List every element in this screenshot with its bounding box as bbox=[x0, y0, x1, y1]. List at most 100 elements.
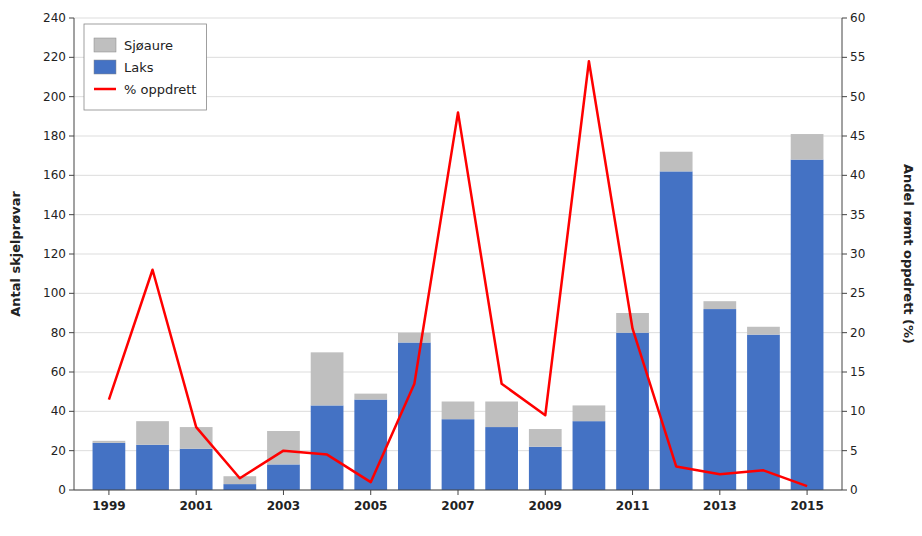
bar bbox=[485, 427, 518, 490]
bar bbox=[398, 333, 431, 343]
y2-tick bbox=[842, 332, 847, 333]
bar bbox=[660, 152, 693, 172]
legend-label: % oppdrett bbox=[124, 82, 196, 97]
y-tick bbox=[69, 490, 74, 491]
grid-line bbox=[74, 214, 842, 215]
x-tick bbox=[632, 490, 633, 495]
y2-tick-label: 60 bbox=[850, 11, 865, 25]
y-tick-label: 100 bbox=[43, 286, 66, 300]
y-tick-label: 0 bbox=[58, 483, 66, 497]
y-tick bbox=[69, 372, 74, 373]
y2-tick-label: 45 bbox=[850, 129, 865, 143]
bar bbox=[442, 419, 475, 490]
bar bbox=[529, 429, 562, 447]
grid-line bbox=[74, 175, 842, 176]
y2-tick bbox=[842, 411, 847, 412]
bar bbox=[311, 352, 344, 405]
y-tick-label: 60 bbox=[51, 365, 66, 379]
y2-tick-label: 5 bbox=[850, 444, 858, 458]
y-tick bbox=[69, 96, 74, 97]
legend-frame bbox=[84, 24, 206, 110]
bar bbox=[354, 400, 387, 490]
marks bbox=[93, 61, 824, 490]
x-tick-label: 2013 bbox=[703, 499, 736, 513]
grid-line bbox=[74, 18, 842, 19]
bar bbox=[398, 343, 431, 491]
y-tick bbox=[69, 411, 74, 412]
y2-tick bbox=[842, 57, 847, 58]
bar bbox=[223, 484, 256, 490]
y2-tick-label: 30 bbox=[850, 247, 865, 261]
bar bbox=[660, 171, 693, 490]
bar bbox=[442, 402, 475, 420]
x-tick-label: 2005 bbox=[354, 499, 387, 513]
legend-swatch bbox=[94, 88, 116, 91]
bar bbox=[791, 134, 824, 160]
bar bbox=[267, 431, 300, 464]
y-tick bbox=[69, 214, 74, 215]
y2-tick bbox=[842, 96, 847, 97]
bar bbox=[311, 405, 344, 490]
y2-tick bbox=[842, 18, 847, 19]
bar bbox=[93, 441, 126, 443]
y-tick bbox=[69, 450, 74, 451]
x-tick bbox=[196, 490, 197, 495]
y-tick-label: 240 bbox=[43, 11, 66, 25]
y-tick bbox=[69, 254, 74, 255]
y2-tick-label: 35 bbox=[850, 208, 865, 222]
bar bbox=[180, 449, 213, 490]
x-tick bbox=[719, 490, 720, 495]
y2-tick-label: 15 bbox=[850, 365, 865, 379]
y-tick bbox=[69, 332, 74, 333]
y-tick bbox=[69, 175, 74, 176]
legend-label: Laks bbox=[124, 60, 154, 75]
y2-tick bbox=[842, 136, 847, 137]
y2-tick bbox=[842, 254, 847, 255]
bar bbox=[703, 309, 736, 490]
grid bbox=[74, 18, 842, 490]
bar bbox=[354, 394, 387, 400]
y2-tick-label: 20 bbox=[850, 326, 865, 340]
y-tick-label: 140 bbox=[43, 208, 66, 222]
x-tick bbox=[370, 490, 371, 495]
x-tick bbox=[283, 490, 284, 495]
y-tick-label: 180 bbox=[43, 129, 66, 143]
y2-tick-label: 50 bbox=[850, 90, 865, 104]
y-axis-label: Antal skjelprøvar bbox=[8, 191, 23, 317]
x-tick-label: 1999 bbox=[92, 499, 125, 513]
y-tick-label: 160 bbox=[43, 168, 66, 182]
legend-swatch bbox=[94, 60, 116, 74]
x-tick-label: 2009 bbox=[529, 499, 562, 513]
y2-tick bbox=[842, 372, 847, 373]
legend-label: Sjøaure bbox=[124, 38, 173, 53]
bar bbox=[791, 160, 824, 490]
bar bbox=[747, 335, 780, 490]
grid-line bbox=[74, 293, 842, 294]
x-tick bbox=[458, 490, 459, 495]
y-tick-label: 120 bbox=[43, 247, 66, 261]
bar bbox=[573, 421, 606, 490]
legend: Sjøaure Laks % oppdrett bbox=[84, 24, 206, 110]
chart: 1999200120032005200720092011201320150204… bbox=[0, 0, 922, 536]
bar bbox=[267, 464, 300, 490]
y-tick-label: 40 bbox=[51, 404, 66, 418]
y2-tick bbox=[842, 490, 847, 491]
x-tick-label: 2007 bbox=[441, 499, 474, 513]
y2-tick bbox=[842, 293, 847, 294]
x-tick bbox=[807, 490, 808, 495]
x-tick-label: 2015 bbox=[790, 499, 823, 513]
y2-tick bbox=[842, 450, 847, 451]
x-tick bbox=[545, 490, 546, 495]
bar bbox=[485, 402, 518, 428]
bar bbox=[616, 333, 649, 490]
line bbox=[109, 61, 807, 486]
bar bbox=[703, 301, 736, 309]
y-tick-label: 80 bbox=[51, 326, 66, 340]
y2-tick-label: 55 bbox=[850, 50, 865, 64]
x-tick-label: 2003 bbox=[267, 499, 300, 513]
x-tick-label: 2011 bbox=[616, 499, 649, 513]
bar bbox=[180, 427, 213, 449]
bar bbox=[573, 405, 606, 421]
y-tick bbox=[69, 293, 74, 294]
y-tick-label: 220 bbox=[43, 50, 66, 64]
